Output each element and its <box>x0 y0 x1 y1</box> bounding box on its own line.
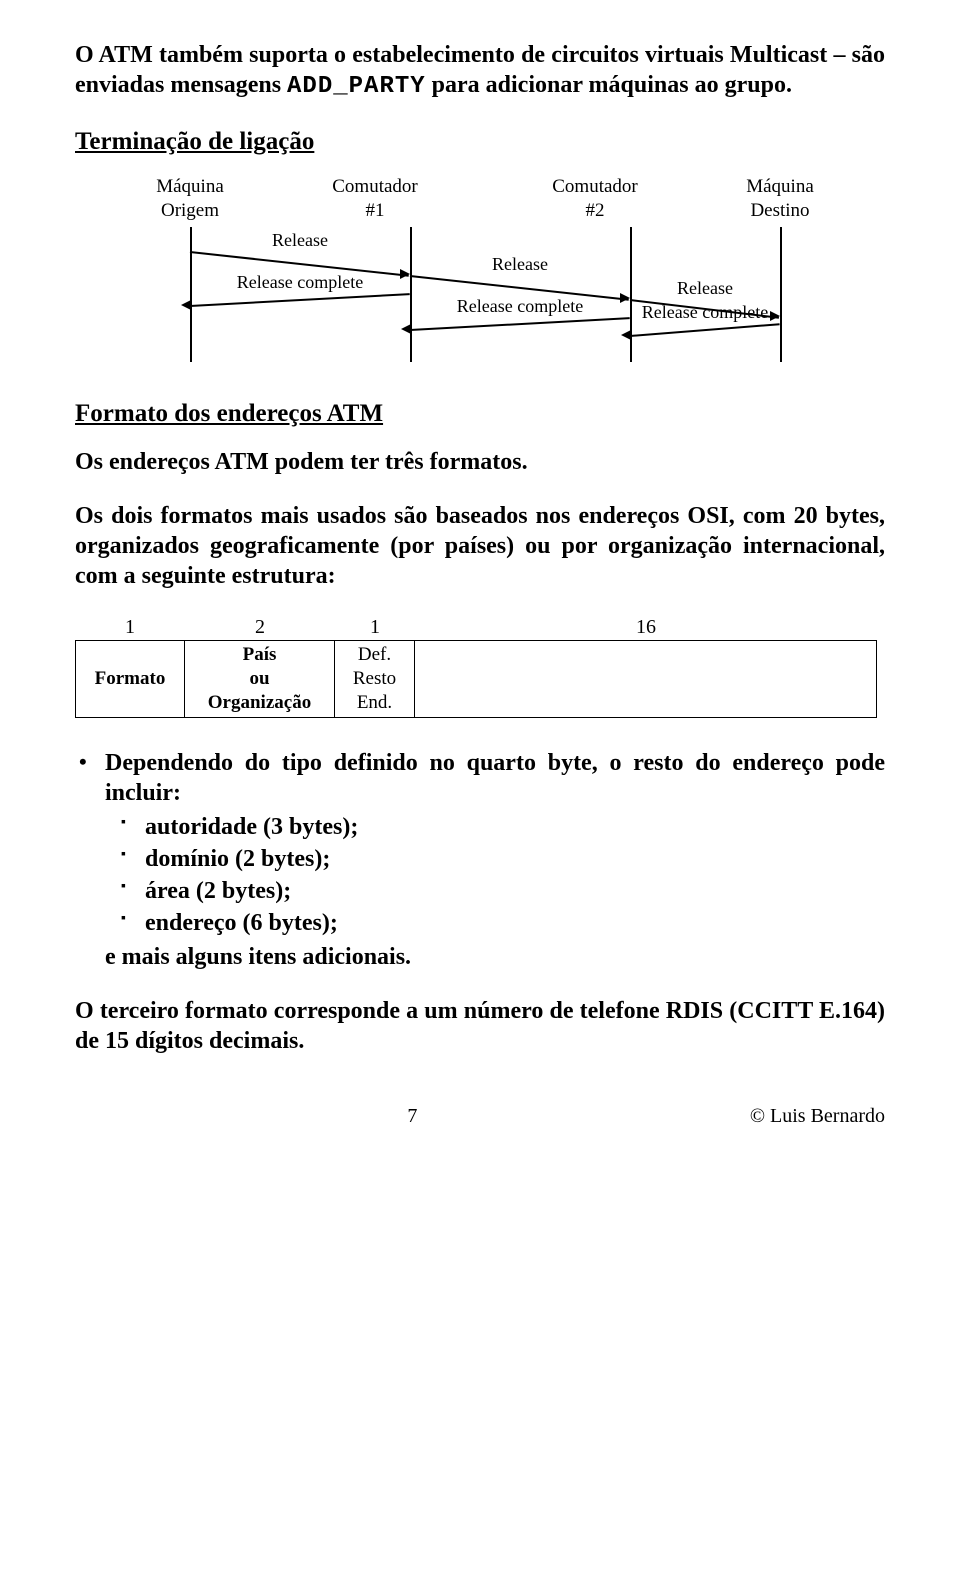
af-cell-blank <box>415 640 877 718</box>
msg-relcomp-1-label: Release complete <box>190 271 410 294</box>
af-cell-org: Organização <box>208 691 311 715</box>
af-cell-def-resto: Def. Resto End. <box>335 640 415 718</box>
arrowhead-relcomp-3 <box>621 330 631 340</box>
afw-1: 1 <box>75 615 185 640</box>
p-osi-formats: Os dois formatos mais usados são baseado… <box>75 501 885 591</box>
bullet-inner-4: endereço (6 bytes); <box>119 908 885 938</box>
sequence-diagram: Máquina Origem Comutador #1 Comutador #2… <box>115 175 855 362</box>
diagram-header-switch1: Comutador #1 <box>265 175 485 223</box>
bullet-tail: e mais alguns itens adicionais. <box>75 942 885 972</box>
address-format-widths: 1 2 1 16 <box>75 615 885 640</box>
footer-copyright: © Luis Bernardo <box>750 1104 885 1129</box>
page-number: 7 <box>407 1104 417 1129</box>
diagram-headers: Máquina Origem Comutador #1 Comutador #2… <box>115 175 855 223</box>
af-cell-formato: Formato <box>75 640 185 718</box>
arrowhead-relcomp-2 <box>401 324 411 334</box>
bullet-inner-1: autoridade (3 bytes); <box>119 812 885 842</box>
dh-dest-l2: Destino <box>705 199 855 223</box>
af-cell-def: Def. <box>358 643 391 667</box>
bullet-list: Dependendo do tipo definido no quarto by… <box>75 748 885 938</box>
bullet-inner-2: domínio (2 bytes); <box>119 844 885 874</box>
msg-relcomp-3-label: Release complete <box>630 301 780 324</box>
af-cell-end: End. <box>357 691 392 715</box>
msg-relcomp-2: Release complete <box>410 295 630 318</box>
dh-s1-l2: #1 <box>265 199 485 223</box>
arrow-relcomp-2 <box>410 317 630 330</box>
msg-release-2: Release <box>410 253 630 276</box>
msg-release-1: Release <box>190 229 410 252</box>
dh-origin-l2: Origem <box>115 199 265 223</box>
msg-release-3-label: Release <box>630 277 780 300</box>
p-three-formats: Os endereços ATM podem ter três formatos… <box>75 447 885 477</box>
msg-relcomp-2-label: Release complete <box>410 295 630 318</box>
dh-s2-l1: Comutador <box>485 175 705 199</box>
arrowhead-relcomp-1 <box>181 300 191 310</box>
msg-relcomp-3: Release complete <box>630 301 780 324</box>
bullet-lead: Dependendo do tipo definido no quarto by… <box>105 750 885 806</box>
msg-release-2-label: Release <box>410 253 630 276</box>
af-cell-pais-org: País ou Organização <box>185 640 335 718</box>
af-cell-pais: País <box>243 643 277 667</box>
afw-4: 16 <box>415 615 877 640</box>
msg-release-3: Release <box>630 277 780 300</box>
section-termination-title: Terminação de ligação <box>75 126 885 157</box>
intro-text-2: para adicionar máquinas ao grupo. <box>426 72 792 98</box>
bullet-inner-3: área (2 bytes); <box>119 876 885 906</box>
arrow-relcomp-1 <box>190 293 410 306</box>
address-format-figure: 1 2 1 16 Formato País ou Organização Def… <box>75 615 885 718</box>
bullet-inner-list: autoridade (3 bytes); domínio (2 bytes);… <box>119 812 885 938</box>
dh-s1-l1: Comutador <box>265 175 485 199</box>
intro-paragraph: O ATM também suporta o estabelecimento d… <box>75 40 885 102</box>
diagram-header-origin: Máquina Origem <box>115 175 265 223</box>
dh-s2-l2: #2 <box>485 199 705 223</box>
msg-relcomp-1: Release complete <box>190 271 410 294</box>
address-format-row: Formato País ou Organização Def. Resto E… <box>75 640 885 718</box>
arrow-relcomp-3 <box>630 323 780 336</box>
p-third-format: O terceiro formato corresponde a um núme… <box>75 996 885 1056</box>
dh-origin-l1: Máquina <box>115 175 265 199</box>
diagram-header-switch2: Comutador #2 <box>485 175 705 223</box>
sequence-lines: Release Release Release Release complete… <box>115 227 855 362</box>
dh-dest-l1: Máquina <box>705 175 855 199</box>
bullet-main: Dependendo do tipo definido no quarto by… <box>75 748 885 938</box>
af-cell-resto: Resto <box>353 667 396 691</box>
intro-code: ADD_PARTY <box>287 73 426 100</box>
af-cell-ou: ou <box>249 667 269 691</box>
afw-3: 1 <box>335 615 415 640</box>
afw-2: 2 <box>185 615 335 640</box>
msg-release-1-label: Release <box>190 229 410 252</box>
af-cell-formato-text: Formato <box>95 667 166 691</box>
diagram-header-dest: Máquina Destino <box>705 175 855 223</box>
section-address-title: Formato dos endereços ATM <box>75 398 885 429</box>
page-footer: 7 © Luis Bernardo <box>75 1104 885 1129</box>
lifeline-dest <box>780 227 782 362</box>
